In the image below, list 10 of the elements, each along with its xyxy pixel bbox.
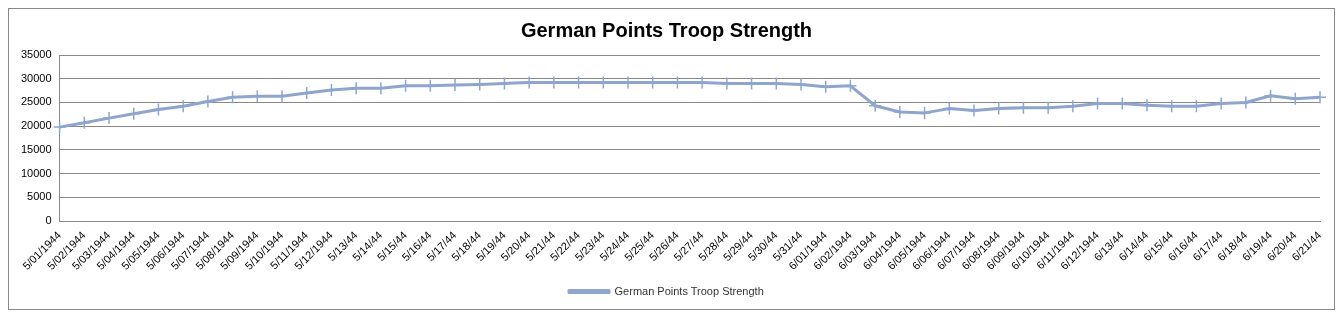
y-tick-label: 10000: [20, 166, 52, 179]
y-tick-label: 20000: [20, 119, 52, 132]
y-tick-label: 25000: [20, 95, 52, 108]
chart-title: German Points Troop Strength: [520, 18, 813, 41]
y-tick-label: 5000: [27, 190, 52, 203]
y-tick-label: 0: [45, 214, 52, 227]
y-tick-label: 35000: [20, 48, 52, 61]
y-tick-label: 15000: [20, 142, 52, 155]
y-tick-label: 30000: [20, 71, 52, 84]
legend-label: German Points Troop Strength: [614, 284, 764, 297]
